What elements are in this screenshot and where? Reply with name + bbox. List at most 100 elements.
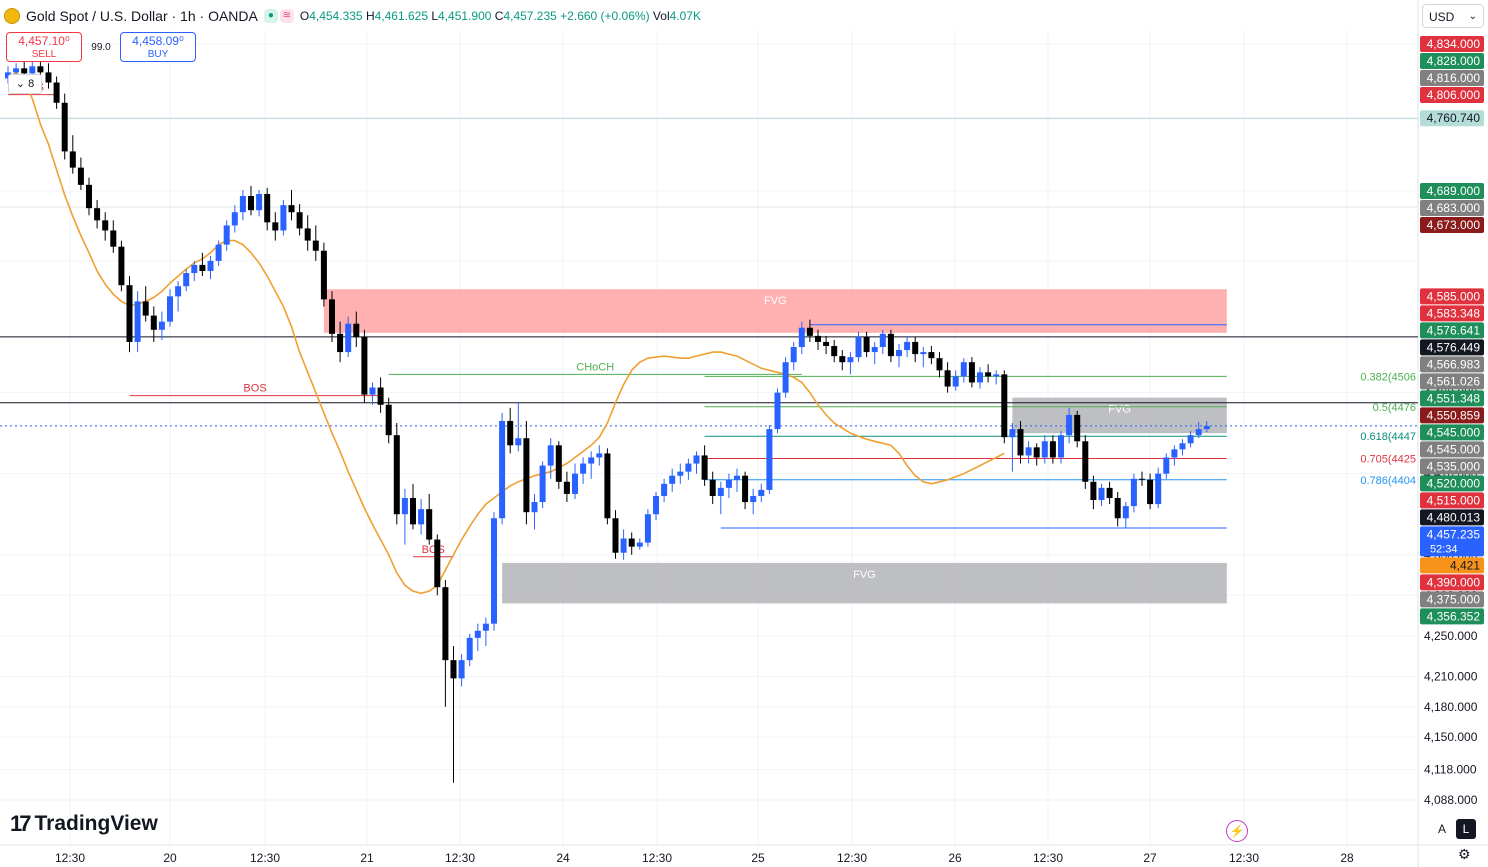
candle-body[interactable] bbox=[61, 102, 68, 152]
candle-body[interactable] bbox=[256, 193, 263, 211]
candle-body[interactable] bbox=[734, 475, 740, 480]
candle-body[interactable] bbox=[790, 347, 797, 363]
candle-body[interactable] bbox=[920, 352, 927, 355]
candle-body[interactable] bbox=[1122, 506, 1129, 519]
candle-body[interactable] bbox=[474, 630, 481, 638]
candle-body[interactable] bbox=[69, 151, 76, 168]
candle-body[interactable] bbox=[312, 240, 319, 251]
candle-body[interactable] bbox=[725, 479, 732, 488]
candle-body[interactable] bbox=[1001, 374, 1008, 438]
candle-body[interactable] bbox=[539, 465, 546, 503]
candle-body[interactable] bbox=[304, 228, 311, 241]
candle-body[interactable] bbox=[1074, 414, 1081, 442]
candle-body[interactable] bbox=[1130, 478, 1137, 507]
candle-body[interactable] bbox=[985, 372, 992, 377]
candle-body[interactable] bbox=[450, 660, 457, 679]
candle-body[interactable] bbox=[555, 445, 562, 482]
candle-body[interactable] bbox=[231, 212, 238, 226]
candle-body[interactable] bbox=[653, 495, 659, 515]
candle-body[interactable] bbox=[944, 370, 951, 387]
candle-body[interactable] bbox=[345, 323, 352, 353]
candle-body[interactable] bbox=[418, 509, 425, 525]
candle-body[interactable] bbox=[369, 387, 376, 395]
tradingview-logo[interactable]: 17 TradingView bbox=[10, 811, 158, 837]
candle-body[interactable] bbox=[329, 299, 335, 334]
flash-icon[interactable]: ⚡ bbox=[1226, 820, 1248, 842]
candle-body[interactable] bbox=[280, 205, 287, 231]
candle-body[interactable] bbox=[628, 538, 635, 547]
candle-body[interactable] bbox=[563, 481, 570, 494]
sell-button[interactable]: 4,457.10⁰ SELL bbox=[6, 32, 82, 62]
candle-body[interactable] bbox=[45, 72, 52, 83]
candle-body[interactable] bbox=[798, 327, 805, 348]
market-status-pill[interactable]: ● ≋ bbox=[263, 9, 294, 23]
candle-body[interactable] bbox=[94, 208, 101, 221]
candle-body[interactable] bbox=[215, 244, 222, 261]
candle-body[interactable] bbox=[596, 453, 603, 458]
candle-body[interactable] bbox=[207, 260, 214, 272]
candle-body[interactable] bbox=[879, 333, 886, 348]
candle-body[interactable] bbox=[1187, 435, 1194, 444]
candle-body[interactable] bbox=[636, 542, 643, 547]
candle-body[interactable] bbox=[928, 352, 935, 359]
candle-body[interactable] bbox=[296, 212, 303, 229]
candle-body[interactable] bbox=[1163, 457, 1170, 474]
candle-body[interactable] bbox=[393, 435, 400, 515]
candle-body[interactable] bbox=[531, 502, 538, 513]
candle-body[interactable] bbox=[993, 374, 1000, 377]
candle-body[interactable] bbox=[102, 220, 109, 231]
candle-body[interactable] bbox=[158, 321, 165, 330]
candle-body[interactable] bbox=[588, 457, 595, 464]
candle-body[interactable] bbox=[515, 438, 522, 446]
candle-body[interactable] bbox=[580, 463, 587, 474]
candle-body[interactable] bbox=[547, 445, 554, 466]
candle-body[interactable] bbox=[142, 301, 149, 316]
log-scale-button[interactable]: L bbox=[1456, 819, 1476, 839]
candle-body[interactable] bbox=[1203, 426, 1210, 430]
candle-body[interactable] bbox=[620, 538, 627, 553]
candle-body[interactable] bbox=[77, 167, 84, 185]
candle-body[interactable] bbox=[960, 362, 967, 377]
candle-body[interactable] bbox=[644, 514, 651, 543]
candle-body[interactable] bbox=[1066, 414, 1073, 436]
candle-body[interactable] bbox=[709, 479, 716, 496]
candle-body[interactable] bbox=[37, 66, 44, 73]
candle-body[interactable] bbox=[774, 392, 781, 430]
candle-body[interactable] bbox=[847, 357, 854, 363]
indicators-toggle-button[interactable]: ⌄ 8 bbox=[8, 74, 42, 94]
candle-body[interactable] bbox=[572, 473, 578, 494]
candle-body[interactable] bbox=[264, 193, 271, 223]
symbol-title[interactable]: Gold Spot / U.S. Dollar · 1h · OANDA bbox=[26, 8, 258, 24]
candle-body[interactable] bbox=[110, 230, 117, 247]
candle-body[interactable] bbox=[758, 489, 765, 496]
candle-body[interactable] bbox=[426, 509, 433, 540]
candle-body[interactable] bbox=[896, 350, 902, 357]
candle-body[interactable] bbox=[150, 315, 157, 330]
candle-body[interactable] bbox=[1017, 429, 1024, 456]
candle-body[interactable] bbox=[118, 246, 125, 286]
candle-body[interactable] bbox=[272, 222, 279, 231]
candle-body[interactable] bbox=[134, 301, 141, 342]
candle-body[interactable] bbox=[1033, 447, 1040, 458]
candle-body[interactable] bbox=[912, 341, 919, 355]
candle-body[interactable] bbox=[13, 68, 20, 73]
candle-body[interactable] bbox=[693, 455, 700, 464]
candle-body[interactable] bbox=[126, 285, 133, 342]
candle-body[interactable] bbox=[1058, 435, 1064, 458]
candle-body[interactable] bbox=[1041, 441, 1048, 458]
candle-body[interactable] bbox=[936, 358, 943, 371]
candle-body[interactable] bbox=[855, 336, 862, 358]
auto-scale-button[interactable]: A bbox=[1437, 822, 1446, 836]
candle-body[interactable] bbox=[604, 453, 611, 519]
candle-body[interactable] bbox=[1090, 481, 1097, 501]
candle-body[interactable] bbox=[1098, 487, 1105, 501]
candle-body[interactable] bbox=[385, 404, 392, 436]
buy-button[interactable]: 4,458.09⁰ BUY bbox=[120, 32, 196, 62]
candle-body[interactable] bbox=[887, 333, 894, 357]
candle-body[interactable] bbox=[167, 296, 173, 322]
candle-body[interactable] bbox=[491, 518, 497, 624]
candle-body[interactable] bbox=[1025, 447, 1032, 456]
currency-select[interactable]: USD ⌄ bbox=[1422, 4, 1484, 28]
candle-body[interactable] bbox=[823, 341, 830, 346]
candle-body[interactable] bbox=[175, 286, 182, 297]
